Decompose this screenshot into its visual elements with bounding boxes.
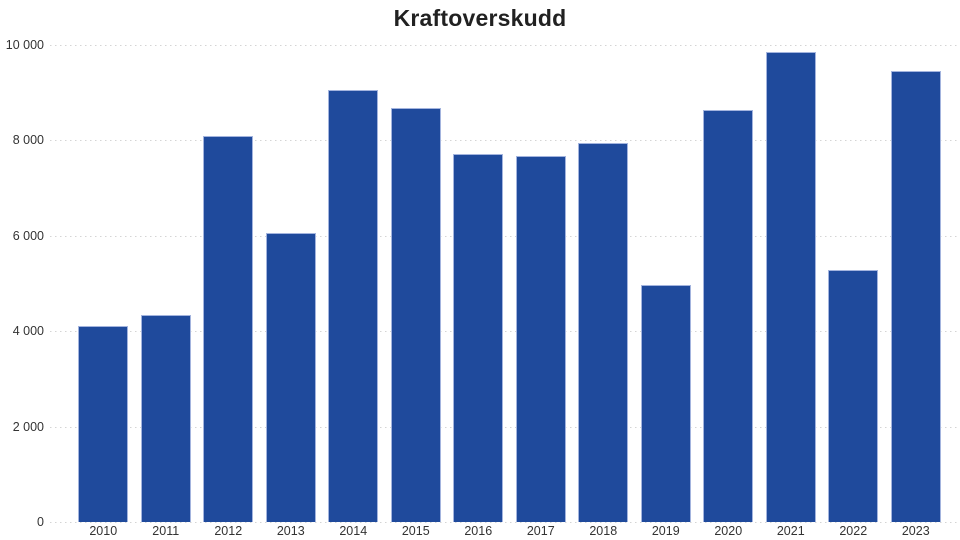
bar-2011[interactable] [140, 315, 191, 522]
gridline-6000 [50, 235, 958, 237]
gridline-4000 [50, 331, 958, 333]
y-axis-tick-label-2000: 2 000 [12, 419, 44, 434]
y-axis-tick-label-4000: 4 000 [12, 324, 44, 339]
gridline-0 [50, 522, 958, 523]
bar-slot-2022 [822, 45, 885, 522]
x-axis-label-2019: 2019 [651, 524, 680, 538]
x-axis-label-2016: 2016 [464, 524, 493, 538]
chart-title: Kraftoverskudd [393, 5, 567, 31]
bar-2020[interactable] [703, 110, 754, 522]
x-axis-label-2020: 2020 [714, 524, 743, 538]
bar-2016[interactable] [453, 154, 504, 522]
bar-slot-2019 [635, 45, 698, 522]
x-axis-label-2017: 2017 [526, 524, 555, 538]
bar-2022[interactable] [828, 269, 879, 522]
x-axis-label-2014: 2014 [339, 524, 368, 538]
bar-slot-2013 [260, 45, 323, 522]
x-axis-label-2010: 2010 [89, 524, 118, 538]
bar-slot-2014 [322, 45, 385, 522]
x-axis-label-2013: 2013 [276, 524, 305, 538]
bar-2015[interactable] [390, 107, 441, 522]
gridline-8000 [50, 140, 958, 142]
y-axis-tick-label-10000: 10 000 [5, 38, 44, 52]
bar-2014[interactable] [328, 90, 379, 522]
y-axis-tick-label-0: 0 [37, 515, 44, 529]
bar-2010[interactable] [78, 326, 129, 522]
bar-2018[interactable] [578, 142, 629, 522]
bar-slot-2023 [885, 45, 948, 522]
bar-slot-2021 [760, 45, 823, 522]
y-axis-labels: 0 2 000 4 000 6 000 8 000 10 000 [0, 0, 44, 540]
x-axis-label-2011: 2011 [152, 524, 180, 538]
bar-2017[interactable] [515, 155, 566, 522]
bar-2019[interactable] [640, 284, 691, 522]
bar-slot-2011 [135, 45, 198, 522]
x-axis-label-2018: 2018 [589, 524, 618, 538]
gridlines [50, 45, 958, 523]
bar-slot-2017 [510, 45, 573, 522]
x-axis-label-2023: 2023 [901, 524, 930, 538]
bar-slot-2012 [197, 45, 260, 522]
bar-slot-2016 [447, 45, 510, 522]
bar-slot-2010 [72, 45, 135, 522]
x-axis-label-2015: 2015 [401, 524, 430, 538]
x-axis-label-2012: 2012 [214, 524, 243, 538]
x-axis-label-2022: 2022 [839, 524, 868, 538]
bar-2012[interactable] [203, 135, 254, 522]
bars-container [72, 45, 947, 522]
bar-2021[interactable] [765, 52, 816, 522]
bar-2013[interactable] [265, 232, 316, 522]
gridline-2000 [50, 426, 958, 428]
bar-2023[interactable] [890, 70, 941, 522]
gridline-10000 [50, 45, 958, 46]
y-axis-tick-label-6000: 6 000 [12, 228, 44, 243]
bar-slot-2015 [385, 45, 448, 522]
bar-slot-2018 [572, 45, 635, 522]
y-axis-tick-label-8000: 8 000 [12, 133, 44, 148]
x-axis-label-2021: 2021 [776, 524, 805, 538]
bar-slot-2020 [697, 45, 760, 522]
x-axis-labels: 2010 2011 2012 2013 2014 2015 2016 2017 2018 2019… [72, 524, 947, 538]
